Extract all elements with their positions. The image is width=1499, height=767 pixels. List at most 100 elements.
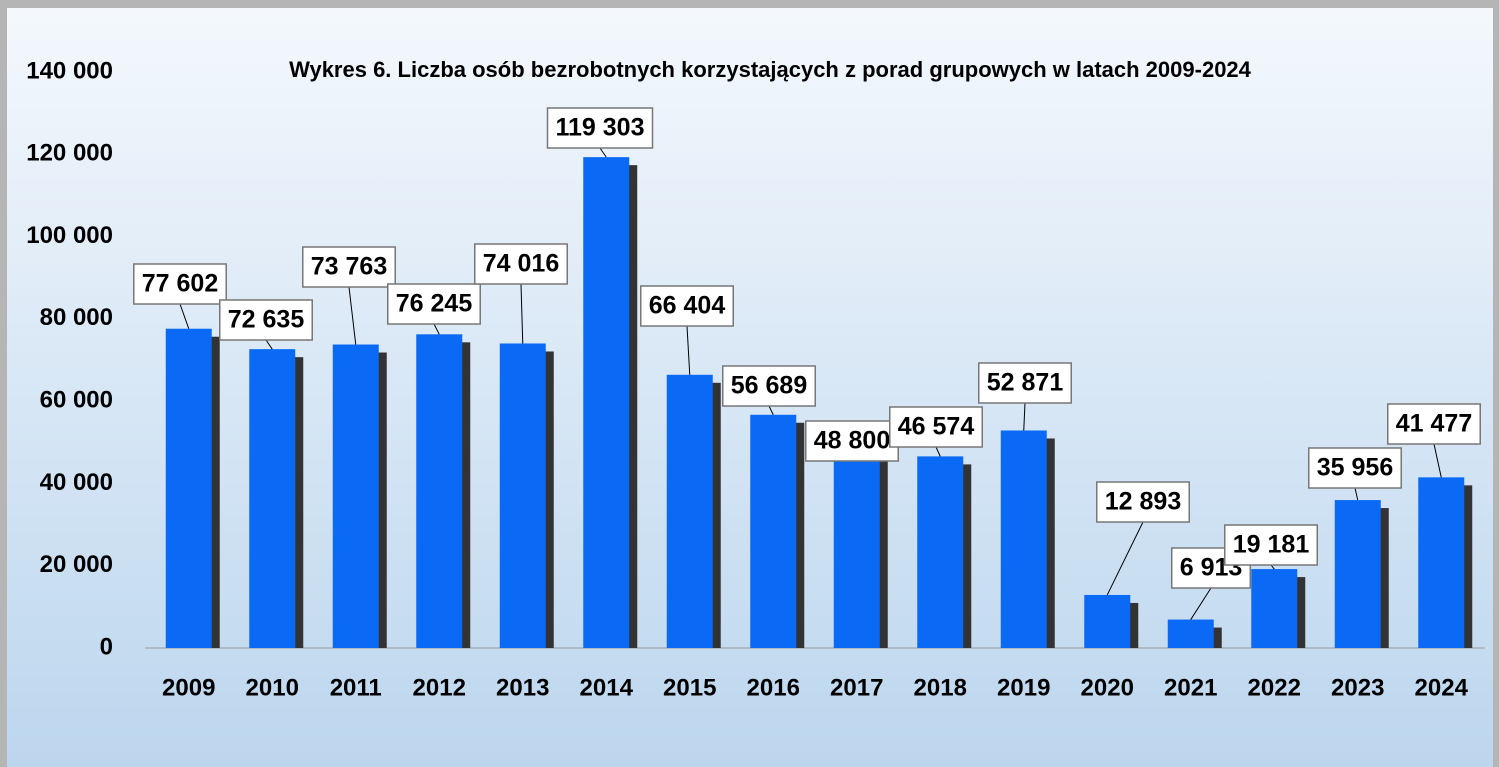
- value-label: 35 956: [1317, 454, 1393, 482]
- label-box: [1096, 481, 1190, 523]
- bar: [416, 334, 463, 648]
- x-tick-label: 2014: [580, 674, 634, 701]
- data-label: 41 477: [1387, 403, 1481, 445]
- leader-line: [1106, 521, 1144, 596]
- bar: [583, 157, 630, 648]
- leader-line: [520, 283, 524, 344]
- label-box: [387, 283, 481, 325]
- y-tick-label: 80 000: [40, 304, 113, 331]
- label-box: [889, 406, 983, 448]
- label-box: [302, 246, 396, 288]
- leader-line: [1023, 402, 1026, 431]
- leader-line: [1190, 587, 1212, 620]
- x-tick-label: 2012: [413, 674, 466, 701]
- x-tick-label: 2015: [663, 674, 716, 701]
- leader-line: [1433, 443, 1442, 478]
- label-box: [219, 299, 313, 341]
- data-label: 66 404: [640, 285, 734, 327]
- leader-line: [348, 286, 357, 345]
- value-label: 119 303: [556, 114, 645, 142]
- x-tick-label: 2011: [330, 674, 382, 701]
- bar: [750, 414, 797, 648]
- bar: [666, 374, 713, 648]
- data-label: 35 956: [1308, 447, 1402, 489]
- bar: [1167, 619, 1214, 648]
- y-tick-label: 40 000: [40, 469, 113, 496]
- data-label: 119 303: [546, 107, 654, 149]
- data-label: 12 893: [1096, 481, 1190, 523]
- label-box: [1308, 447, 1402, 489]
- x-tick-label: 2010: [246, 674, 299, 701]
- data-label: 48 800: [805, 420, 899, 462]
- data-label: 72 635: [219, 299, 313, 341]
- data-label: 77 602: [133, 263, 227, 305]
- value-label: 52 871: [987, 369, 1064, 397]
- data-label: 46 574: [889, 406, 983, 448]
- bar: [499, 343, 546, 648]
- bar: [1084, 594, 1131, 648]
- leader-line: [599, 147, 607, 158]
- value-label: 74 016: [483, 250, 559, 278]
- x-tick-label: 2022: [1248, 674, 1301, 701]
- leader-line: [686, 325, 691, 375]
- y-tick-label: 140 000: [26, 57, 113, 84]
- bar: [1334, 500, 1381, 648]
- chart-title: Wykres 6. Liczba osób bezrobotnych korzy…: [289, 57, 1251, 82]
- bar: [1251, 569, 1298, 648]
- value-label: 76 245: [396, 290, 473, 318]
- x-tick-label: 2013: [496, 674, 549, 701]
- bar: [1000, 430, 1047, 648]
- label-box: [133, 263, 227, 305]
- value-label: 48 800: [814, 427, 890, 455]
- data-label: 19 181: [1224, 524, 1318, 566]
- bar: [917, 456, 964, 648]
- label-box: [1387, 403, 1481, 445]
- bar: [1418, 477, 1465, 648]
- x-tick-label: 2018: [914, 674, 967, 701]
- label-box: [978, 362, 1072, 404]
- leader-line: [768, 405, 774, 415]
- bar: [332, 344, 379, 648]
- value-label: 19 181: [1233, 531, 1310, 559]
- leader-line: [935, 446, 941, 457]
- label-box: [722, 365, 816, 407]
- value-label: 12 893: [1105, 488, 1181, 516]
- leader-line: [265, 339, 273, 350]
- bar: [249, 349, 296, 648]
- value-label: 41 477: [1396, 410, 1472, 438]
- data-label: 56 689: [722, 365, 816, 407]
- data-label: 73 763: [302, 246, 396, 288]
- x-tick-label: 2017: [830, 674, 883, 701]
- x-tick-label: 2016: [747, 674, 800, 701]
- label-box: [640, 285, 734, 327]
- value-label: 73 763: [311, 253, 387, 281]
- label-box: [474, 243, 568, 285]
- value-label: 56 689: [731, 372, 807, 400]
- leader-line: [1354, 487, 1359, 501]
- value-label: 77 602: [142, 270, 218, 298]
- value-label: 46 574: [898, 413, 975, 441]
- y-tick-label: 0: [100, 633, 113, 660]
- y-tick-label: 100 000: [26, 222, 113, 249]
- data-label: 76 245: [387, 283, 481, 325]
- value-label: 72 635: [228, 306, 305, 334]
- x-tick-label: 2021: [1164, 674, 1217, 701]
- bar: [833, 447, 880, 648]
- x-tick-label: 2009: [162, 674, 215, 701]
- leader-line: [179, 303, 190, 329]
- value-label: 66 404: [649, 292, 726, 320]
- bar: [165, 328, 212, 648]
- label-box: [1224, 524, 1318, 566]
- x-tick-label: 2020: [1081, 674, 1134, 701]
- data-label: 52 871: [978, 362, 1072, 404]
- x-tick-label: 2023: [1331, 674, 1384, 701]
- data-label: 74 016: [474, 243, 568, 285]
- x-tick-label: 2019: [997, 674, 1050, 701]
- y-tick-label: 120 000: [26, 140, 113, 167]
- label-box: [805, 420, 899, 462]
- leader-line: [433, 323, 440, 335]
- y-tick-label: 20 000: [40, 551, 113, 578]
- label-box: [546, 107, 654, 149]
